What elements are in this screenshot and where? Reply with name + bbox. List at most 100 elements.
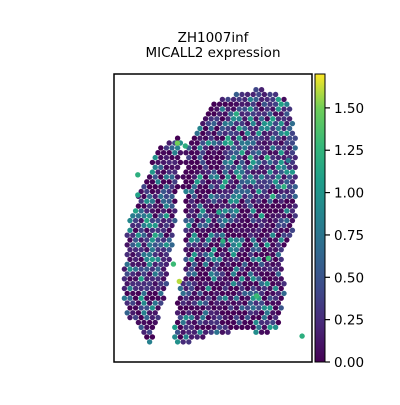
expression-spot	[158, 261, 164, 267]
colorbar-tick-label: 1.25	[334, 143, 364, 159]
expression-spot	[261, 198, 268, 204]
expression-spot	[236, 232, 242, 238]
expression-spot	[233, 256, 240, 263]
expression-spot	[194, 334, 200, 340]
expression-spot	[230, 116, 237, 122]
expression-spot	[222, 140, 228, 146]
expression-spot	[228, 179, 234, 185]
expression-spot	[258, 281, 265, 287]
expression-spot	[261, 150, 268, 156]
expression-spot	[144, 285, 150, 292]
expression-spot	[130, 281, 136, 287]
expression-spot	[250, 285, 256, 292]
expression-spot	[155, 276, 161, 282]
expression-spot	[233, 217, 240, 224]
expression-spot	[160, 295, 167, 301]
expression-spot	[275, 125, 282, 132]
expression-spot	[177, 285, 184, 292]
expression-spot	[286, 164, 293, 170]
expression-spot	[186, 164, 192, 170]
expression-spot	[211, 256, 217, 263]
expression-spot	[272, 188, 279, 195]
expression-spot	[166, 198, 172, 204]
expression-spot	[186, 174, 192, 180]
expression-spot	[202, 281, 209, 287]
expression-spot	[258, 232, 265, 238]
expression-spot	[242, 271, 248, 277]
expression-spot	[188, 266, 195, 272]
expression-spot	[158, 174, 164, 180]
expression-spot	[208, 154, 214, 161]
expression-spot	[200, 295, 206, 301]
expression-spot	[205, 188, 212, 195]
expression-spot	[200, 305, 206, 311]
expression-spot	[264, 164, 270, 170]
expression-spot	[258, 116, 265, 122]
expression-spot	[286, 106, 293, 112]
expression-spot	[146, 203, 153, 209]
expression-spot	[202, 116, 209, 122]
expression-spot	[197, 281, 203, 287]
expression-spot	[225, 116, 231, 122]
expression-spot	[152, 310, 158, 316]
expression-spot	[149, 208, 156, 214]
expression-spot	[172, 217, 178, 224]
expression-spot	[205, 237, 212, 243]
expression-spot	[256, 101, 262, 107]
expression-spot	[233, 159, 240, 166]
expression-spot	[197, 251, 203, 258]
expression-spot	[163, 232, 170, 238]
expression-spot	[177, 314, 184, 321]
expression-spot	[242, 135, 248, 141]
expression-spot	[284, 227, 290, 233]
expression-spot	[258, 184, 265, 190]
expression-spot	[158, 184, 164, 190]
expression-spot	[163, 154, 170, 161]
expression-spot	[275, 174, 282, 180]
expression-spot	[219, 232, 226, 238]
expression-spot	[278, 227, 284, 233]
expression-spot	[275, 232, 282, 238]
expression-spot	[264, 242, 270, 248]
high-expression-spot	[135, 172, 141, 178]
expression-spot	[222, 159, 228, 166]
expression-spot	[127, 237, 133, 243]
expression-spot	[205, 150, 212, 156]
expression-spot	[169, 242, 175, 248]
expression-spot	[205, 285, 212, 292]
expression-spot	[172, 208, 178, 214]
high-expression-spot	[216, 209, 222, 215]
expression-spot	[275, 271, 282, 277]
expression-spot	[222, 256, 228, 263]
expression-spot	[272, 150, 279, 156]
expression-spot	[144, 256, 150, 263]
expression-spot	[247, 135, 254, 141]
expression-spot	[202, 145, 209, 151]
expression-spot	[275, 242, 282, 248]
expression-spot	[208, 232, 214, 238]
expression-spot	[253, 145, 259, 151]
expression-spot	[250, 120, 256, 127]
expression-spot	[219, 154, 226, 161]
expression-spot	[272, 179, 279, 185]
expression-spot	[166, 188, 172, 195]
expression-spot	[211, 247, 217, 253]
expression-spot	[211, 140, 217, 146]
expression-spot	[149, 314, 156, 321]
expression-spot	[208, 251, 214, 258]
expression-spot	[183, 276, 189, 282]
expression-spot	[247, 232, 254, 238]
expression-spot	[270, 251, 276, 258]
expression-spot	[188, 140, 195, 146]
expression-spot	[132, 266, 139, 272]
expression-spot	[200, 334, 206, 340]
expression-spot	[281, 281, 287, 287]
expression-spot	[138, 256, 144, 263]
expression-spot	[152, 300, 158, 306]
expression-spot	[163, 213, 170, 219]
expression-spot	[275, 290, 282, 297]
expression-spot	[247, 184, 254, 190]
expression-spot	[250, 169, 256, 175]
expression-spot	[163, 184, 170, 190]
expression-spot	[172, 179, 178, 185]
